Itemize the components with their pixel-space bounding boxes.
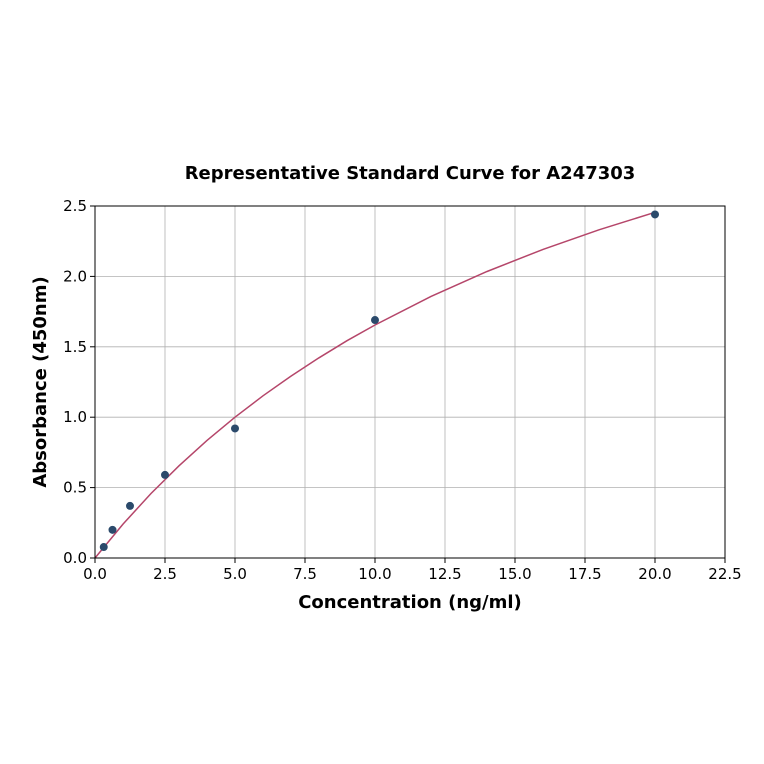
x-tick-label: 10.0: [358, 565, 391, 583]
x-tick-label: 5.0: [223, 565, 247, 583]
x-tick-label: 12.5: [428, 565, 461, 583]
y-axis-ticks: 0.0 0.5 1.0 1.5 2.0 2.5: [63, 197, 95, 567]
x-tick-label: 17.5: [568, 565, 601, 583]
data-point: [371, 316, 379, 325]
data-point: [161, 470, 169, 479]
grid: [94, 205, 726, 559]
data-point: [108, 525, 117, 534]
y-tick-label: 2.0: [63, 267, 87, 285]
data-point: [231, 424, 239, 433]
y-tick-label: 0.5: [63, 479, 87, 497]
y-tick-label: 1.5: [63, 338, 87, 356]
data-point: [126, 501, 134, 510]
chart-title: Representative Standard Curve for A24730…: [185, 163, 636, 184]
x-tick-label: 7.5: [293, 565, 317, 583]
data-point: [651, 210, 659, 219]
y-tick-label: 1.0: [63, 408, 87, 426]
data-point: [99, 543, 108, 552]
x-tick-label: 2.5: [153, 565, 177, 583]
x-tick-label: 22.5: [708, 565, 741, 583]
x-tick-label: 15.0: [498, 565, 531, 583]
data-points: [99, 210, 659, 552]
fitted-curve-line: [94, 211, 656, 559]
y-tick-label: 2.5: [63, 197, 87, 215]
y-axis-label: Absorbance (450nm): [30, 276, 51, 487]
x-tick-label: 20.0: [638, 565, 671, 583]
x-tick-label: 0.0: [83, 565, 107, 583]
plot-frame: [94, 205, 726, 559]
fitted-curve: [94, 211, 656, 559]
x-axis-label: Concentration (ng/ml): [298, 592, 522, 613]
x-axis-ticks: 0.0 2.5 5.0 7.5 10.0 12.5 15.0 17.5 20.0 22.5: [83, 558, 742, 583]
y-tick-label: 0.0: [63, 549, 87, 567]
